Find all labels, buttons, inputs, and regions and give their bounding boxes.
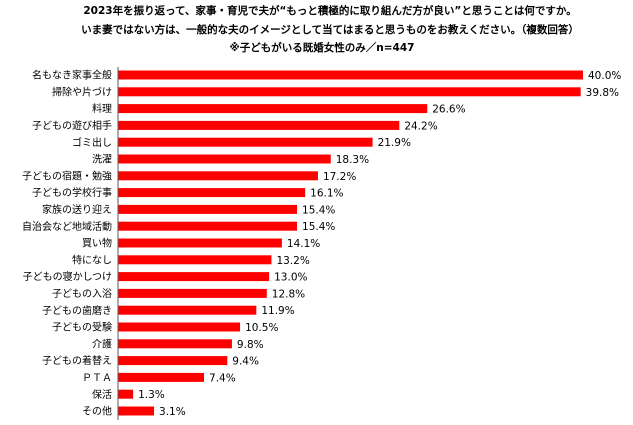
bar xyxy=(118,356,228,366)
data-label: 7.4% xyxy=(209,372,236,384)
chart-subtitle: いま妻ではない方は、一般的な夫のイメージとして当てはまると思うものをお教えくださ… xyxy=(81,23,579,36)
category-label: その他 xyxy=(82,405,112,418)
category-label: 保活 xyxy=(92,388,112,401)
data-label: 13.0% xyxy=(274,272,307,284)
category-label: ＰＴＡ xyxy=(82,373,112,384)
bars-group: 名もなき家事全般 40.0% 掃除や片づけ 39.8% 料理 26.6% 子どもの遊び相手 2… xyxy=(22,69,621,418)
bar xyxy=(118,255,272,265)
data-label: 16.1% xyxy=(310,188,343,200)
data-label: 9.8% xyxy=(237,339,264,351)
bar xyxy=(118,238,282,248)
category-label: 子どもの学校行事 xyxy=(32,186,112,199)
category-label: 子どもの着替え xyxy=(42,354,112,367)
bar xyxy=(118,204,298,214)
bar xyxy=(118,188,306,198)
bar xyxy=(118,372,205,382)
bar xyxy=(118,171,318,181)
bar xyxy=(118,389,134,399)
category-label: 名もなき家事全般 xyxy=(32,69,112,82)
category-label: 子どもの歯磨き xyxy=(42,304,112,317)
category-label: ゴミ出し xyxy=(72,136,112,149)
bar xyxy=(118,154,331,164)
category-label: 家族の送り迎え xyxy=(42,203,112,216)
data-label: 1.3% xyxy=(138,389,165,401)
chart-title: 2023年を振り返って、家事・育児で夫が“もっと積極的に取り組んだ方が良い”と思… xyxy=(83,4,576,17)
category-label: 子どもの遊び相手 xyxy=(32,119,112,132)
category-label: 介護 xyxy=(92,337,112,350)
bar xyxy=(118,305,257,315)
bar xyxy=(118,87,581,97)
bar xyxy=(118,406,155,416)
data-label: 40.0% xyxy=(588,70,621,82)
category-label: 特になし xyxy=(72,254,112,266)
category-label: 自治会など地域活動 xyxy=(22,220,112,233)
data-label: 14.1% xyxy=(287,238,320,250)
category-label: 洗濯 xyxy=(92,154,112,166)
data-label: 13.2% xyxy=(276,255,309,267)
category-label: 掃除や片づけ xyxy=(52,85,112,98)
data-label: 3.1% xyxy=(159,406,186,418)
category-label: 料理 xyxy=(92,102,112,115)
data-label: 18.3% xyxy=(336,154,369,166)
data-label: 15.4% xyxy=(302,221,335,233)
bar xyxy=(118,137,373,147)
data-label: 12.8% xyxy=(272,288,305,300)
chart-note: ※子どもがいる既婚女性のみ／n=447 xyxy=(230,41,415,54)
bar xyxy=(118,272,270,282)
data-label: 17.2% xyxy=(323,171,356,183)
category-label: 買い物 xyxy=(82,237,112,250)
data-label: 21.9% xyxy=(378,137,411,149)
data-label: 15.4% xyxy=(302,204,335,216)
category-label: 子どもの寝かしつけ xyxy=(23,270,112,283)
bar xyxy=(118,339,232,349)
data-label: 24.2% xyxy=(404,120,437,132)
category-label: 子どもの受験 xyxy=(52,321,112,334)
bar xyxy=(118,70,583,80)
data-label: 9.4% xyxy=(232,356,259,368)
bar xyxy=(118,104,428,114)
category-label: 子どもの宿題・勉強 xyxy=(22,169,112,182)
bar xyxy=(118,288,267,298)
data-label: 10.5% xyxy=(245,322,278,334)
bar xyxy=(118,322,241,332)
category-label: 子どもの入浴 xyxy=(52,288,112,300)
data-label: 39.8% xyxy=(586,87,619,99)
data-label: 26.6% xyxy=(432,104,465,116)
bar xyxy=(118,120,400,130)
bar xyxy=(118,221,298,231)
data-label: 11.9% xyxy=(261,305,294,317)
